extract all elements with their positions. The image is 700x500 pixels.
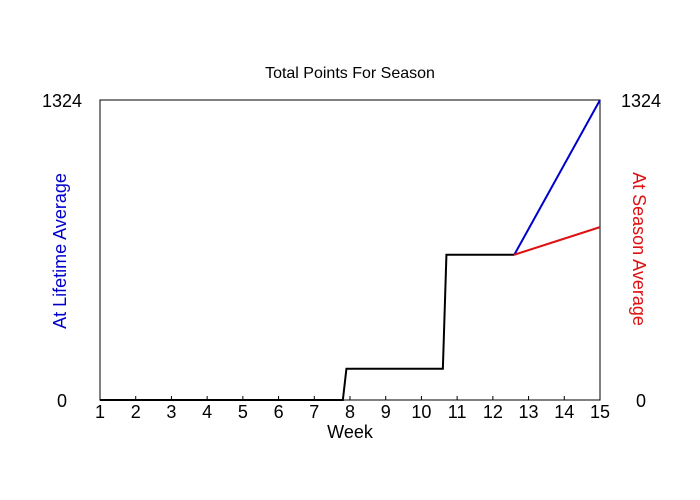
y-right-axis-label: At Season Average — [629, 172, 649, 326]
x-tick-label: 9 — [381, 402, 391, 422]
x-tick-label: 7 — [309, 402, 319, 422]
x-tick-label: 15 — [590, 402, 610, 422]
x-tick-label: 4 — [202, 402, 212, 422]
x-tick-label: 1 — [95, 402, 105, 422]
series-line-1 — [513, 99, 601, 256]
y-left-tick-min: 0 — [57, 391, 67, 411]
y-left-axis-label: At Lifetime Average — [50, 173, 70, 329]
plot-frame — [99, 99, 601, 401]
x-axis-ticks: 1 2 3 4 5 6 7 8 9 10 11 12 13 14 15 — [95, 396, 610, 422]
x-tick-label: 12 — [483, 402, 503, 422]
series-line-2 — [513, 226, 601, 256]
y-left-tick-max: 1324 — [42, 91, 82, 111]
series-line-0 — [100, 253, 515, 401]
x-tick-label: 3 — [166, 402, 176, 422]
y-right-tick-min: 0 — [636, 391, 646, 411]
x-tick-label: 10 — [411, 402, 431, 422]
x-tick-label: 14 — [554, 402, 574, 422]
x-tick-label: 13 — [519, 402, 539, 422]
x-tick-label: 6 — [274, 402, 284, 422]
chart-title: Total Points For Season — [265, 65, 435, 82]
x-tick-label: 5 — [238, 402, 248, 422]
x-tick-label: 8 — [345, 402, 355, 422]
x-tick-label: 11 — [448, 402, 467, 422]
series-lines — [100, 99, 601, 401]
x-axis-label: Week — [327, 422, 374, 442]
x-tick-label: 2 — [131, 402, 141, 422]
y-right-tick-max: 1324 — [621, 91, 661, 111]
